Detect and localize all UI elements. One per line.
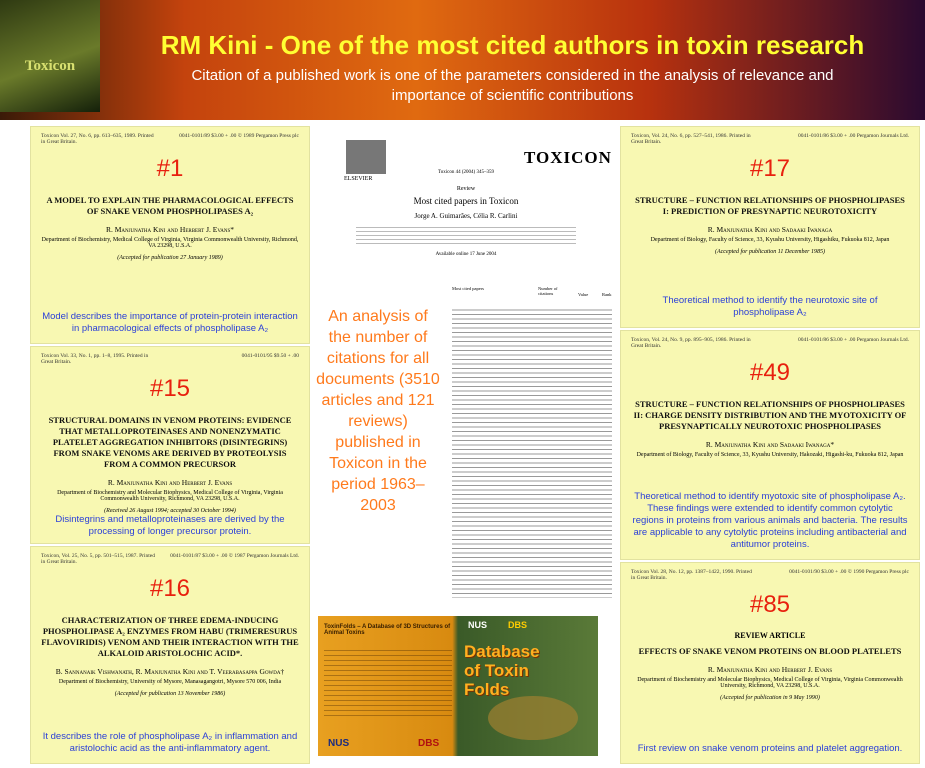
paper-panel: Toxicon Vol. 28, No. 12, pp. 1387–1422, … [620,562,920,764]
table-header: Most cited papers [452,286,484,291]
logo-dbs: DBS [508,620,528,630]
panel-caption: First review on snake venom proteins and… [637,743,903,754]
article-kind: REVIEW ARTICLE [734,631,806,640]
logo-nus: NUS [468,620,488,630]
article-authors: R. Manjunatha Kini and Sadaaki Iwanaga [707,225,833,234]
article-affiliation: Department of Biochemistry, University o… [58,679,282,685]
journal-left: Toxicon, Vol. 24, No. 6, pp. 527–541, 19… [631,133,751,145]
database-heading: ToxinFolds – A Database of 3D Structures… [324,624,451,636]
table-rows [452,306,612,598]
panel-caption: Theoretical method to identify the neuro… [662,295,878,318]
journal-left: Toxicon Vol. 28, No. 12, pp. 1387–1422, … [631,569,752,581]
journal-cover: Toxicon [0,0,100,112]
article-kind: Review [456,186,476,192]
available-online: Available online 17 June 2004 [435,252,497,257]
journal-left: Toxicon Vol. 33, No. 1, pp. 1–8, 1995. P… [41,353,149,365]
header-band [0,0,925,120]
article-title: STRUCTURE – FUNCTION RELATIONSHIPS OF PH… [635,195,905,216]
journal-left: Toxicon Vol. 27, No. 6, pp. 613–635, 198… [41,133,154,145]
journal-left: Toxicon, Vol. 25, No. 5, pp. 501–515, 19… [41,553,155,565]
citation-rank: #16 [149,575,191,602]
paper-panel: Toxicon Vol. 27, No. 6, pp. 613–635, 198… [30,126,310,344]
paper-panel: Toxicon, Vol. 24, No. 9, pp. 895–905, 19… [620,330,920,560]
article-title: Most cited papers in Toxicon [413,196,519,206]
table-header: Number of citations [538,286,558,296]
snake-image [488,696,578,740]
paper-panel: Toxicon, Vol. 24, No. 6, pp. 527–541, 19… [620,126,920,328]
article-title: EFFECTS OF SNAKE VENOM PROTEINS ON BLOOD… [638,646,902,656]
accepted-date: (Accepted for publication 13 November 19… [114,691,226,697]
logo-dbs: DBS [418,738,440,749]
paper-panel: Toxicon Vol. 33, No. 1, pp. 1–8, 1995. P… [30,346,310,544]
article-affiliation: Department of Biochemistry and Molecular… [57,490,283,502]
poster-title: RM Kini - One of the most cited authors … [160,30,865,60]
affiliation-lines [356,224,576,246]
database-banner: ToxinFolds – A Database of 3D Structures… [318,616,598,756]
poster-subtitle: Citation of a published work is one of t… [191,67,834,104]
panel-caption: Disintegrins and metalloproteinases are … [55,514,285,537]
journal-line: Toxicon, Vol. 24, No. 6, pp. 527–541, 19… [631,133,909,145]
article-affiliation: Department of Biochemistry and Molecular… [637,677,903,689]
citation-table: Most cited papers Number of citations Va… [448,282,616,604]
citation-rank: #1 [156,155,184,182]
journal-line: Toxicon, Vol. 24, No. 9, pp. 895–905, 19… [631,337,909,349]
database-title: Database of Toxin Folds [464,642,540,699]
publisher: ELSEVIER [344,176,373,182]
journal-left: Toxicon, Vol. 24, No. 9, pp. 895–905, 19… [631,337,751,349]
journal-right: 0041-0101/90 $3.00 + .00 © 1990 Pergamon… [789,569,909,575]
article-authors: B. Sannanaik Vishwanath, R. Manjunatha K… [55,667,285,676]
article-authors: R. Manjunatha Kini and Herbert J. Evans [107,478,233,487]
journal-right: 0041-0101/86 $3.00 + .00 Pergamon Journa… [797,133,909,139]
journal-line: Toxicon, Vol. 25, No. 5, pp. 501–515, 19… [41,553,299,565]
article-affiliation: Department of Biochemistry, Medical Coll… [41,237,299,249]
paper-panel: Toxicon, Vol. 25, No. 5, pp. 501–515, 19… [30,546,310,764]
citation: Toxicon 44 (2004) 345–359 [438,170,494,175]
article-affiliation: Department of Biology, Faculty of Scienc… [636,452,904,458]
panel-caption: Theoretical method to identify myotoxic … [632,491,908,550]
review-paper: ELSEVIER TOXICON Toxicon 44 (2004) 345–3… [316,126,616,276]
journal-right: 0041-0101/87 $3.00 + .00 © 1987 Pergamon… [170,553,299,559]
article-title: STRUCTURAL DOMAINS IN VENOM PROTEINS: EV… [48,415,292,469]
journal-line: Toxicon Vol. 33, No. 1, pp. 1–8, 1995. P… [41,353,299,365]
table-header: Rank [602,292,612,297]
journal-right: 0041-0101/89 $3.00 + .00 © 1989 Pergamon… [179,133,299,139]
article-authors: R. Manjunatha Kini and Herbert J. Evans* [105,225,235,234]
citation-rank: #49 [749,359,791,386]
accepted-date: (Accepted for publication 27 January 198… [117,255,223,261]
journal-right: 0041-0101/95 $9.50 + .00 [241,353,299,359]
journal-line: Toxicon Vol. 27, No. 6, pp. 613–635, 198… [41,133,299,145]
panel-caption: It describes the role of phospholipase A… [42,731,298,754]
accepted-date: (Accepted for publication in 9 May 1990) [720,695,820,701]
analysis-text: An analysis of the number of citations f… [316,308,440,514]
journal-name: TOXICON [524,148,612,167]
citation-rank: #15 [149,375,191,402]
article-authors: Jorge A. Guimarães, Célia R. Carlini [414,212,518,220]
database-text-lines [324,646,452,716]
article-affiliation: Department of Biology, Faculty of Scienc… [650,237,890,243]
journal-line: Toxicon Vol. 28, No. 12, pp. 1387–1422, … [631,569,909,581]
publisher-logo [346,140,386,174]
citation-rank: #85 [749,591,791,618]
panel-caption: Model describes the importance of protei… [42,311,298,334]
article-title: STRUCTURE – FUNCTION RELATIONSHIPS OF PH… [633,399,907,431]
article-title: A MODEL TO EXPLAIN THE PHARMACOLOGICAL E… [46,195,294,216]
article-authors: R. Manjunatha Kini and Sadaaki Iwanaga* [705,440,835,449]
article-authors: R. Manjunatha Kini and Herbert J. Evans [707,665,833,674]
accepted-date: (Received 26 August 1994; accepted 30 Oc… [104,508,236,514]
article-title: CHARACTERIZATION OF THREE EDEMA-INDUCING… [41,615,299,658]
accepted-date: (Accepted for publication 11 December 19… [714,249,826,255]
logo-nus: NUS [328,738,350,749]
table-header: Value [578,292,589,297]
citation-rank: #17 [749,155,791,182]
journal-right: 0041-0101/86 $3.00 + .00 Pergamon Journa… [797,337,909,343]
